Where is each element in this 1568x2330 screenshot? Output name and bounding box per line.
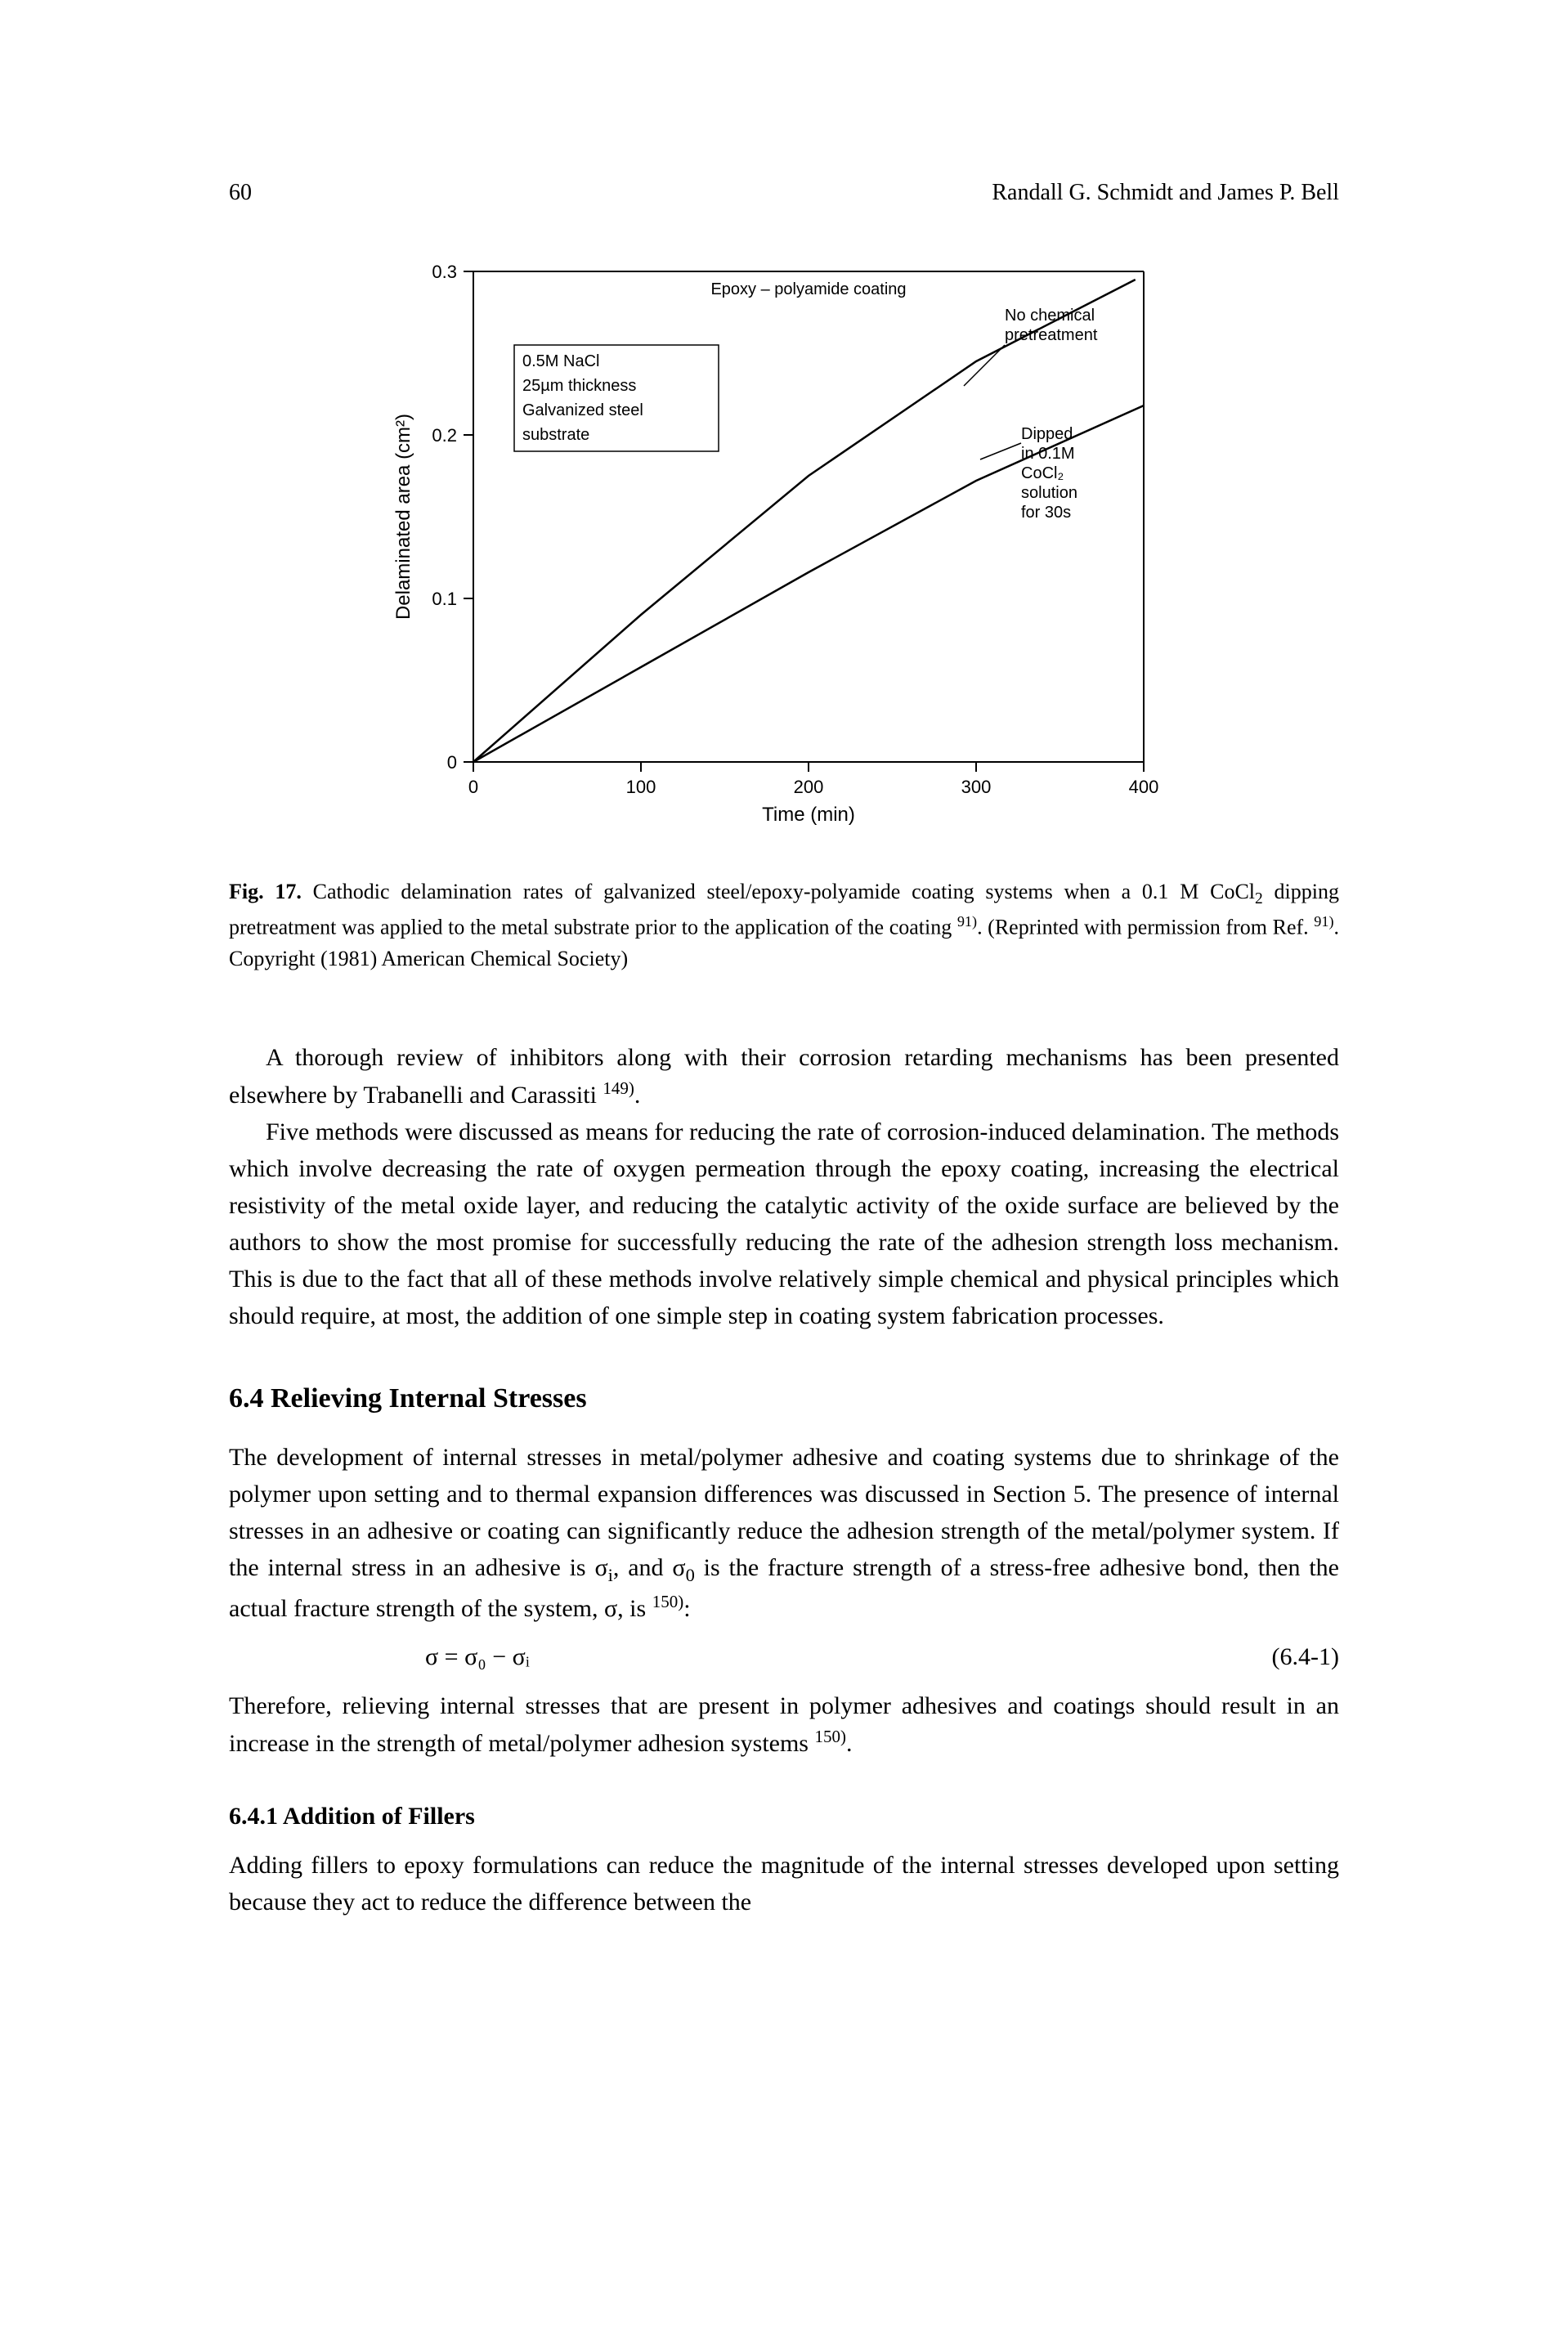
svg-text:Delaminated area (cm²): Delaminated area (cm²) — [392, 414, 414, 620]
svg-text:0: 0 — [468, 777, 478, 797]
svg-text:0.2: 0.2 — [432, 425, 457, 446]
svg-text:pretreatment: pretreatment — [1005, 326, 1098, 344]
svg-text:Galvanized steel: Galvanized steel — [522, 401, 643, 419]
subsection-6-4-1-heading: 6.4.1 Addition of Fillers — [229, 1803, 1339, 1830]
svg-text:0: 0 — [447, 752, 457, 773]
svg-text:300: 300 — [961, 777, 992, 797]
svg-text:Epoxy – polyamide coating: Epoxy – polyamide coating — [710, 280, 906, 298]
svg-text:0.5M NaCl: 0.5M NaCl — [522, 352, 599, 370]
equation-number: (6.4-1) — [1272, 1643, 1339, 1671]
paragraph-internal-stresses: The development of internal stresses in … — [229, 1439, 1339, 1627]
figure-number: Fig. 17. — [229, 880, 302, 903]
figure-17-caption: Fig. 17. Cathodic delamination rates of … — [229, 876, 1339, 974]
svg-text:in 0.1M: in 0.1M — [1021, 445, 1075, 463]
svg-text:0.1: 0.1 — [432, 589, 457, 609]
svg-text:substrate: substrate — [522, 426, 589, 444]
equation-expression: σ = σ₀ − σᵢ — [425, 1643, 1272, 1671]
running-header: 60 Randall G. Schmidt and James P. Bell — [229, 180, 1339, 206]
paragraph-inhibitors-review: A thorough review of inhibitors along wi… — [229, 1039, 1339, 1113]
paragraph-five-methods: Five methods were discussed as means for… — [229, 1113, 1339, 1334]
svg-text:for 30s: for 30s — [1021, 504, 1071, 522]
svg-text:CoCl₂: CoCl₂ — [1021, 464, 1064, 482]
figure-17: 0 100 200 300 400 Time (min) 0 0.1 0.2 0.3 Delamin… — [334, 255, 1234, 844]
svg-text:25µm thickness: 25µm thickness — [522, 377, 636, 395]
paragraph-fillers: Adding fillers to epoxy formulations can… — [229, 1847, 1339, 1920]
svg-text:No chemical: No chemical — [1005, 307, 1095, 325]
svg-text:solution: solution — [1021, 484, 1077, 502]
svg-text:Dipped: Dipped — [1021, 425, 1073, 443]
page-number: 60 — [229, 180, 252, 206]
delamination-chart: 0 100 200 300 400 Time (min) 0 0.1 0.2 0.3 Delamin… — [375, 255, 1193, 844]
svg-text:100: 100 — [626, 777, 656, 797]
svg-text:0.3: 0.3 — [432, 262, 457, 282]
paragraph-relieving-stresses: Therefore, relieving internal stresses t… — [229, 1687, 1339, 1762]
svg-text:200: 200 — [794, 777, 824, 797]
svg-text:400: 400 — [1129, 777, 1159, 797]
svg-text:Time (min): Time (min) — [762, 804, 855, 826]
running-head-authors: Randall G. Schmidt and James P. Bell — [992, 180, 1339, 206]
equation-6-4-1: σ = σ₀ − σᵢ (6.4-1) — [229, 1643, 1339, 1671]
section-6-4-heading: 6.4 Relieving Internal Stresses — [229, 1383, 1339, 1414]
